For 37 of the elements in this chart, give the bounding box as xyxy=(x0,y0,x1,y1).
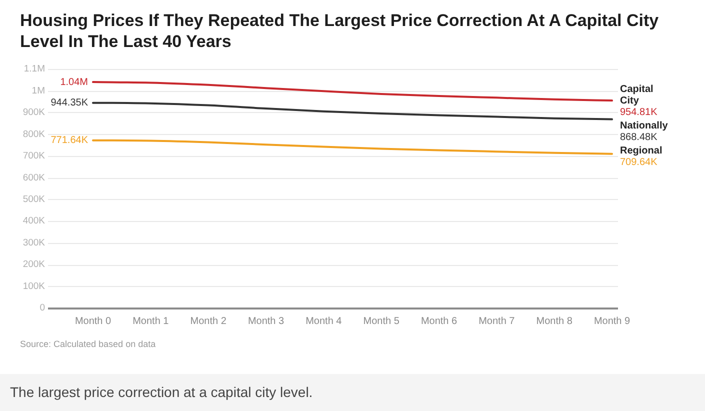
y-tick-label: 700K xyxy=(22,150,46,162)
y-tick-label: 400K xyxy=(22,216,46,227)
x-tick-label: Month 4 xyxy=(306,316,342,327)
y-tick-label: 900K xyxy=(22,107,46,118)
x-tick-label: Month 3 xyxy=(248,316,284,327)
x-tick-label: Month 9 xyxy=(594,316,630,327)
series-label: Nationally xyxy=(620,120,668,132)
data-label: 709.64K xyxy=(620,156,658,168)
data-label: 771.64K xyxy=(50,135,88,146)
y-tick-label: 800K xyxy=(22,128,46,140)
source-note: Source: Calculated based on data xyxy=(20,338,156,350)
x-tick-label: Month 2 xyxy=(190,316,227,327)
y-tick-label: 600K xyxy=(22,172,46,184)
x-tick-label: Month 7 xyxy=(478,316,516,327)
y-tick-label: 100K xyxy=(22,280,46,292)
data-label: 868.48K xyxy=(620,132,658,143)
line-series xyxy=(92,81,613,102)
chart-title: Housing Prices If They Repeated The Largest Price Correction At A Capital City Level In The Last 40 Years xyxy=(20,10,660,52)
text: The largest price correction at a capital city level. xyxy=(10,384,313,401)
y-tick-label: 200K xyxy=(22,259,46,270)
y-tick-label: 0 xyxy=(40,302,45,314)
x-tick-label: Month 8 xyxy=(536,316,573,327)
series-label: Capital City xyxy=(620,84,654,106)
y-tick-label: 500K xyxy=(22,194,46,205)
y-tick-label: 300K xyxy=(22,237,46,248)
x-tick-label: Month 1 xyxy=(132,316,170,327)
line-series xyxy=(92,102,613,120)
y-tick-label: 1M xyxy=(32,85,46,96)
line-series xyxy=(92,139,613,155)
data-label: 944.35K xyxy=(50,98,88,109)
data-label: 954.81K xyxy=(620,106,658,118)
y-tick-label: 1.1M xyxy=(24,64,46,75)
x-tick-label: Month 5 xyxy=(363,316,400,327)
x-tick-label: Month 6 xyxy=(420,316,458,327)
x-tick-label: Month 0 xyxy=(74,316,112,327)
data-label: 1.04M xyxy=(60,76,88,88)
series-label: Regional xyxy=(620,145,662,156)
